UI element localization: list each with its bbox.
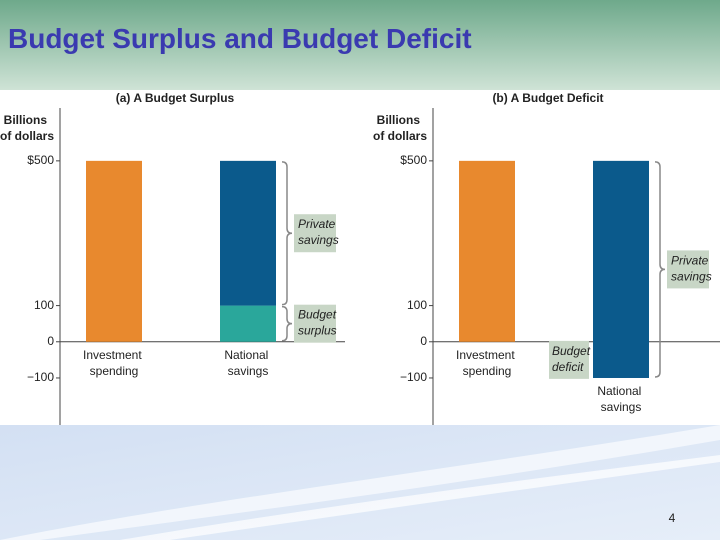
annotation-box	[294, 214, 336, 253]
y-tick-label: −100	[27, 370, 54, 384]
chart-title: (b) A Budget Deficit	[492, 91, 603, 105]
annotation: Private savings	[298, 217, 339, 247]
annotation-box	[549, 340, 589, 379]
bar-segment	[220, 305, 276, 342]
bar-segment	[220, 160, 276, 306]
bar-segment	[593, 160, 649, 378]
annotation: Budget deficit	[552, 344, 593, 374]
y-axis-label: Billions of dollars	[0, 113, 54, 143]
y-axis-label: Billions of dollars	[373, 113, 427, 143]
y-tick-label: 0	[47, 334, 54, 348]
y-tick-label: 100	[34, 298, 54, 312]
annotation: Budget surplus	[298, 308, 339, 338]
chart-title: (a) A Budget Surplus	[116, 91, 235, 105]
x-tick-label: National savings	[224, 348, 271, 378]
slide-title: Budget Surplus and Budget Deficit	[8, 23, 472, 54]
page-number: 4	[669, 511, 676, 525]
y-tick-label: 100	[407, 298, 427, 312]
bar-segment	[459, 160, 515, 342]
x-tick-label: National savings	[597, 384, 644, 414]
y-tick-label: −100	[400, 370, 427, 384]
x-tick-label: Investment spending	[456, 348, 518, 378]
annotation-box	[294, 304, 336, 343]
title-band	[0, 0, 720, 90]
swoosh	[0, 425, 720, 540]
brace	[281, 305, 293, 342]
annotation: Private savings	[671, 253, 712, 283]
x-tick-label: Investment spending	[83, 348, 145, 378]
brace	[654, 161, 666, 378]
bar-segment	[86, 160, 142, 342]
y-tick-label: $500	[27, 153, 54, 167]
annotation-box	[667, 250, 709, 289]
y-tick-label: $500	[400, 153, 427, 167]
swoosh	[120, 455, 720, 540]
y-tick-label: 0	[420, 334, 427, 348]
brace	[281, 161, 293, 306]
